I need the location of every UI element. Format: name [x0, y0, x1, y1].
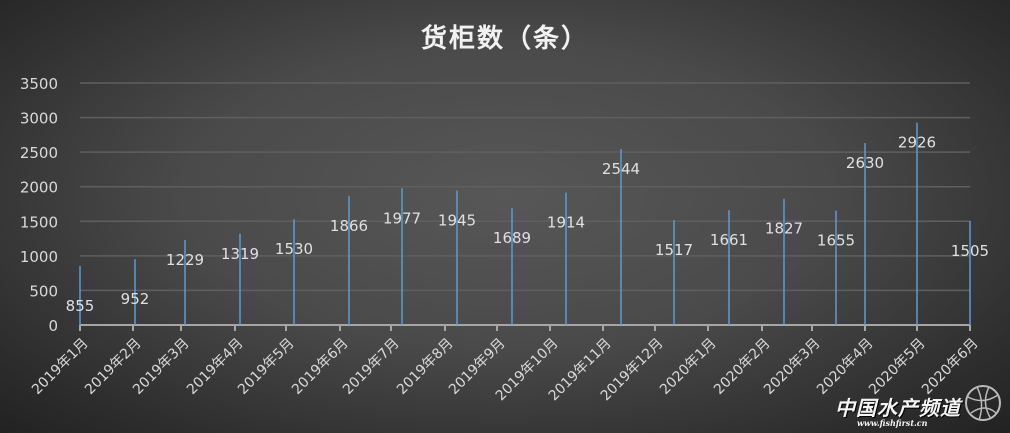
y-tick-label: 3000 [20, 110, 58, 128]
data-label: 1977 [383, 209, 421, 227]
x-tick-label: 2019年1月 [29, 335, 92, 398]
y-tick-label: 3500 [20, 75, 58, 93]
x-tick-label: 2020年1月 [657, 335, 720, 398]
data-label: 855 [66, 297, 95, 315]
data-label: 1914 [547, 214, 585, 232]
x-tick-label: 2020年5月 [866, 335, 929, 398]
data-label: 1655 [817, 232, 855, 250]
y-tick-label: 0 [48, 317, 58, 335]
data-label: 1530 [275, 240, 313, 258]
y-tick-label: 2500 [20, 144, 58, 162]
data-label: 952 [121, 290, 150, 308]
data-label: 1517 [655, 241, 693, 259]
y-tick-label: 1000 [20, 248, 58, 266]
data-label: 1505 [951, 242, 989, 260]
data-label: 1689 [493, 229, 531, 247]
watermark-name: 中国水产频道 [835, 396, 961, 420]
data-label: 2544 [602, 160, 640, 178]
data-label: 1319 [221, 245, 259, 263]
y-tick-label: 500 [29, 282, 58, 300]
data-label: 1229 [166, 251, 204, 269]
data-label: 1827 [765, 220, 803, 238]
y-tick-label: 1500 [20, 213, 58, 231]
watermark-url: www.fishfirst.cn [857, 418, 928, 428]
data-label: 2926 [898, 134, 936, 152]
globe-icon [965, 385, 1001, 421]
data-label: 1945 [438, 212, 476, 230]
y-tick-label: 2000 [20, 179, 58, 197]
data-label: 1866 [330, 217, 368, 235]
chart-title: 货柜数（条） [420, 24, 589, 54]
data-label: 1661 [710, 231, 748, 249]
watermark-logo: 中国水产频道 www.fishfirst.cn [835, 392, 961, 428]
data-label: 2630 [846, 154, 884, 172]
